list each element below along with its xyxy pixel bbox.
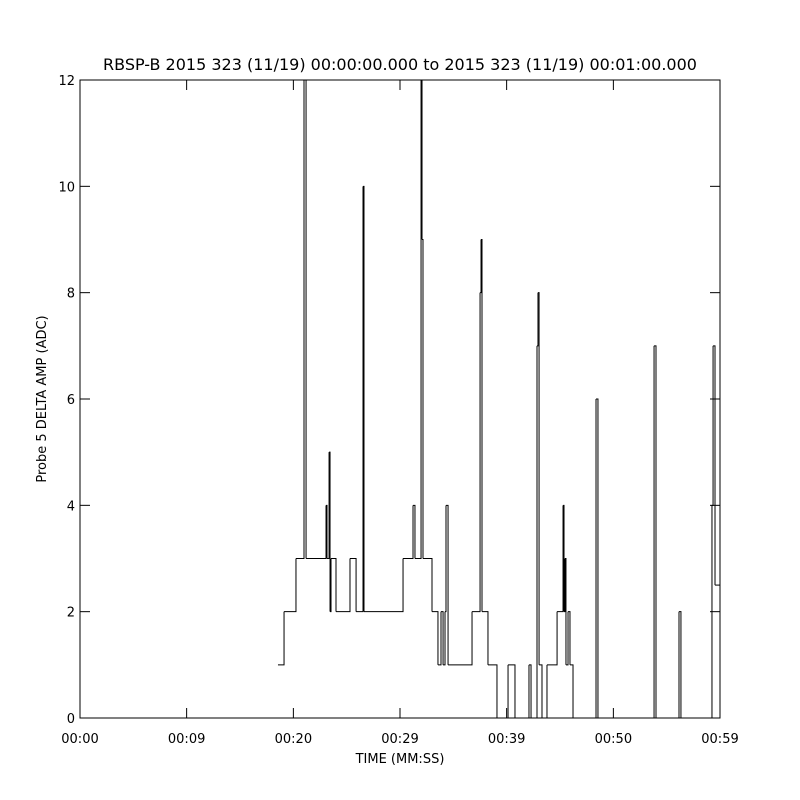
step-segment: [421, 80, 423, 240]
step-segment: [336, 558, 351, 613]
step-segment: [403, 505, 414, 559]
y-tick-label: 4: [67, 499, 75, 514]
y-tick-label: 6: [67, 393, 75, 408]
step-segment: [422, 239, 424, 559]
step-segment: [537, 292, 540, 665]
step-segment: [482, 611, 489, 665]
step-segment: [487, 664, 498, 718]
x-axis-label: TIME (MM:SS): [355, 752, 445, 767]
step-segment: [496, 664, 509, 718]
step-segment: [363, 558, 404, 613]
step-segment: [413, 504, 416, 559]
step-segment: [432, 611, 439, 665]
x-tick-label: 00:39: [488, 732, 525, 747]
step-segment: [363, 185, 365, 612]
step-segment: [295, 80, 305, 559]
step-segment: [557, 505, 564, 613]
step-segment: [541, 664, 548, 718]
step-segment: [326, 452, 330, 559]
step-segment: [539, 664, 543, 718]
step-segment: [508, 664, 516, 718]
step-segment: [414, 80, 422, 559]
step-segment: [565, 611, 569, 666]
step-segment: [569, 664, 574, 718]
y-tick-label: 10: [58, 180, 75, 195]
x-tick-label: 00:50: [595, 732, 632, 747]
step-segment: [329, 451, 331, 612]
step-segment: [422, 558, 433, 612]
step-segment: [284, 558, 297, 613]
step-segment: [441, 611, 444, 665]
step-segment: [356, 186, 364, 613]
step-segment: [596, 398, 599, 718]
step-segment: [331, 558, 337, 612]
y-tick-label: 2: [67, 606, 75, 621]
step-segment: [564, 558, 567, 665]
step-segment: [528, 664, 532, 718]
step-segment: [656, 611, 680, 718]
step-segment: [514, 664, 530, 718]
step-segment: [349, 558, 357, 612]
x-tick-label: 00:00: [61, 732, 98, 747]
step-segment: [537, 292, 539, 347]
y-tick-label: 8: [67, 287, 75, 302]
step-segment: [680, 505, 713, 718]
step-segment: [480, 239, 482, 294]
step-segment: [306, 505, 327, 559]
x-tick-label: 00:09: [168, 732, 205, 747]
step-segment: [481, 239, 483, 612]
step-segment: [563, 504, 565, 612]
step-segment: [277, 611, 285, 666]
step-segment: [448, 611, 473, 666]
step-segment: [330, 558, 332, 613]
data-line: [277, 80, 720, 718]
x-tick-label: 00:20: [275, 732, 312, 747]
step-segment: [654, 345, 657, 718]
x-tick-label: 00:29: [381, 732, 418, 747]
step-segment: [445, 505, 447, 613]
step-segment: [597, 345, 655, 718]
step-segment: [564, 558, 566, 613]
chart-title: RBSP-B 2015 323 (11/19) 00:00:00.000 to …: [103, 55, 697, 74]
y-tick-label: 12: [58, 74, 75, 89]
step-segment: [445, 504, 449, 665]
y-tick-label: 0: [67, 712, 75, 727]
step-segment: [568, 611, 571, 665]
step-segment: [472, 292, 481, 613]
step-segment: [678, 611, 682, 718]
y-axis-label: Probe 5 DELTA AMP (ADC): [35, 315, 50, 482]
step-segment: [437, 611, 442, 666]
step-segment: [531, 345, 538, 718]
step-segment: [546, 611, 558, 666]
x-tick-label: 00:59: [701, 732, 738, 747]
step-segment: [326, 504, 328, 559]
step-segment: [304, 80, 307, 559]
step-segment: [573, 399, 597, 718]
step-segment: [443, 611, 446, 666]
